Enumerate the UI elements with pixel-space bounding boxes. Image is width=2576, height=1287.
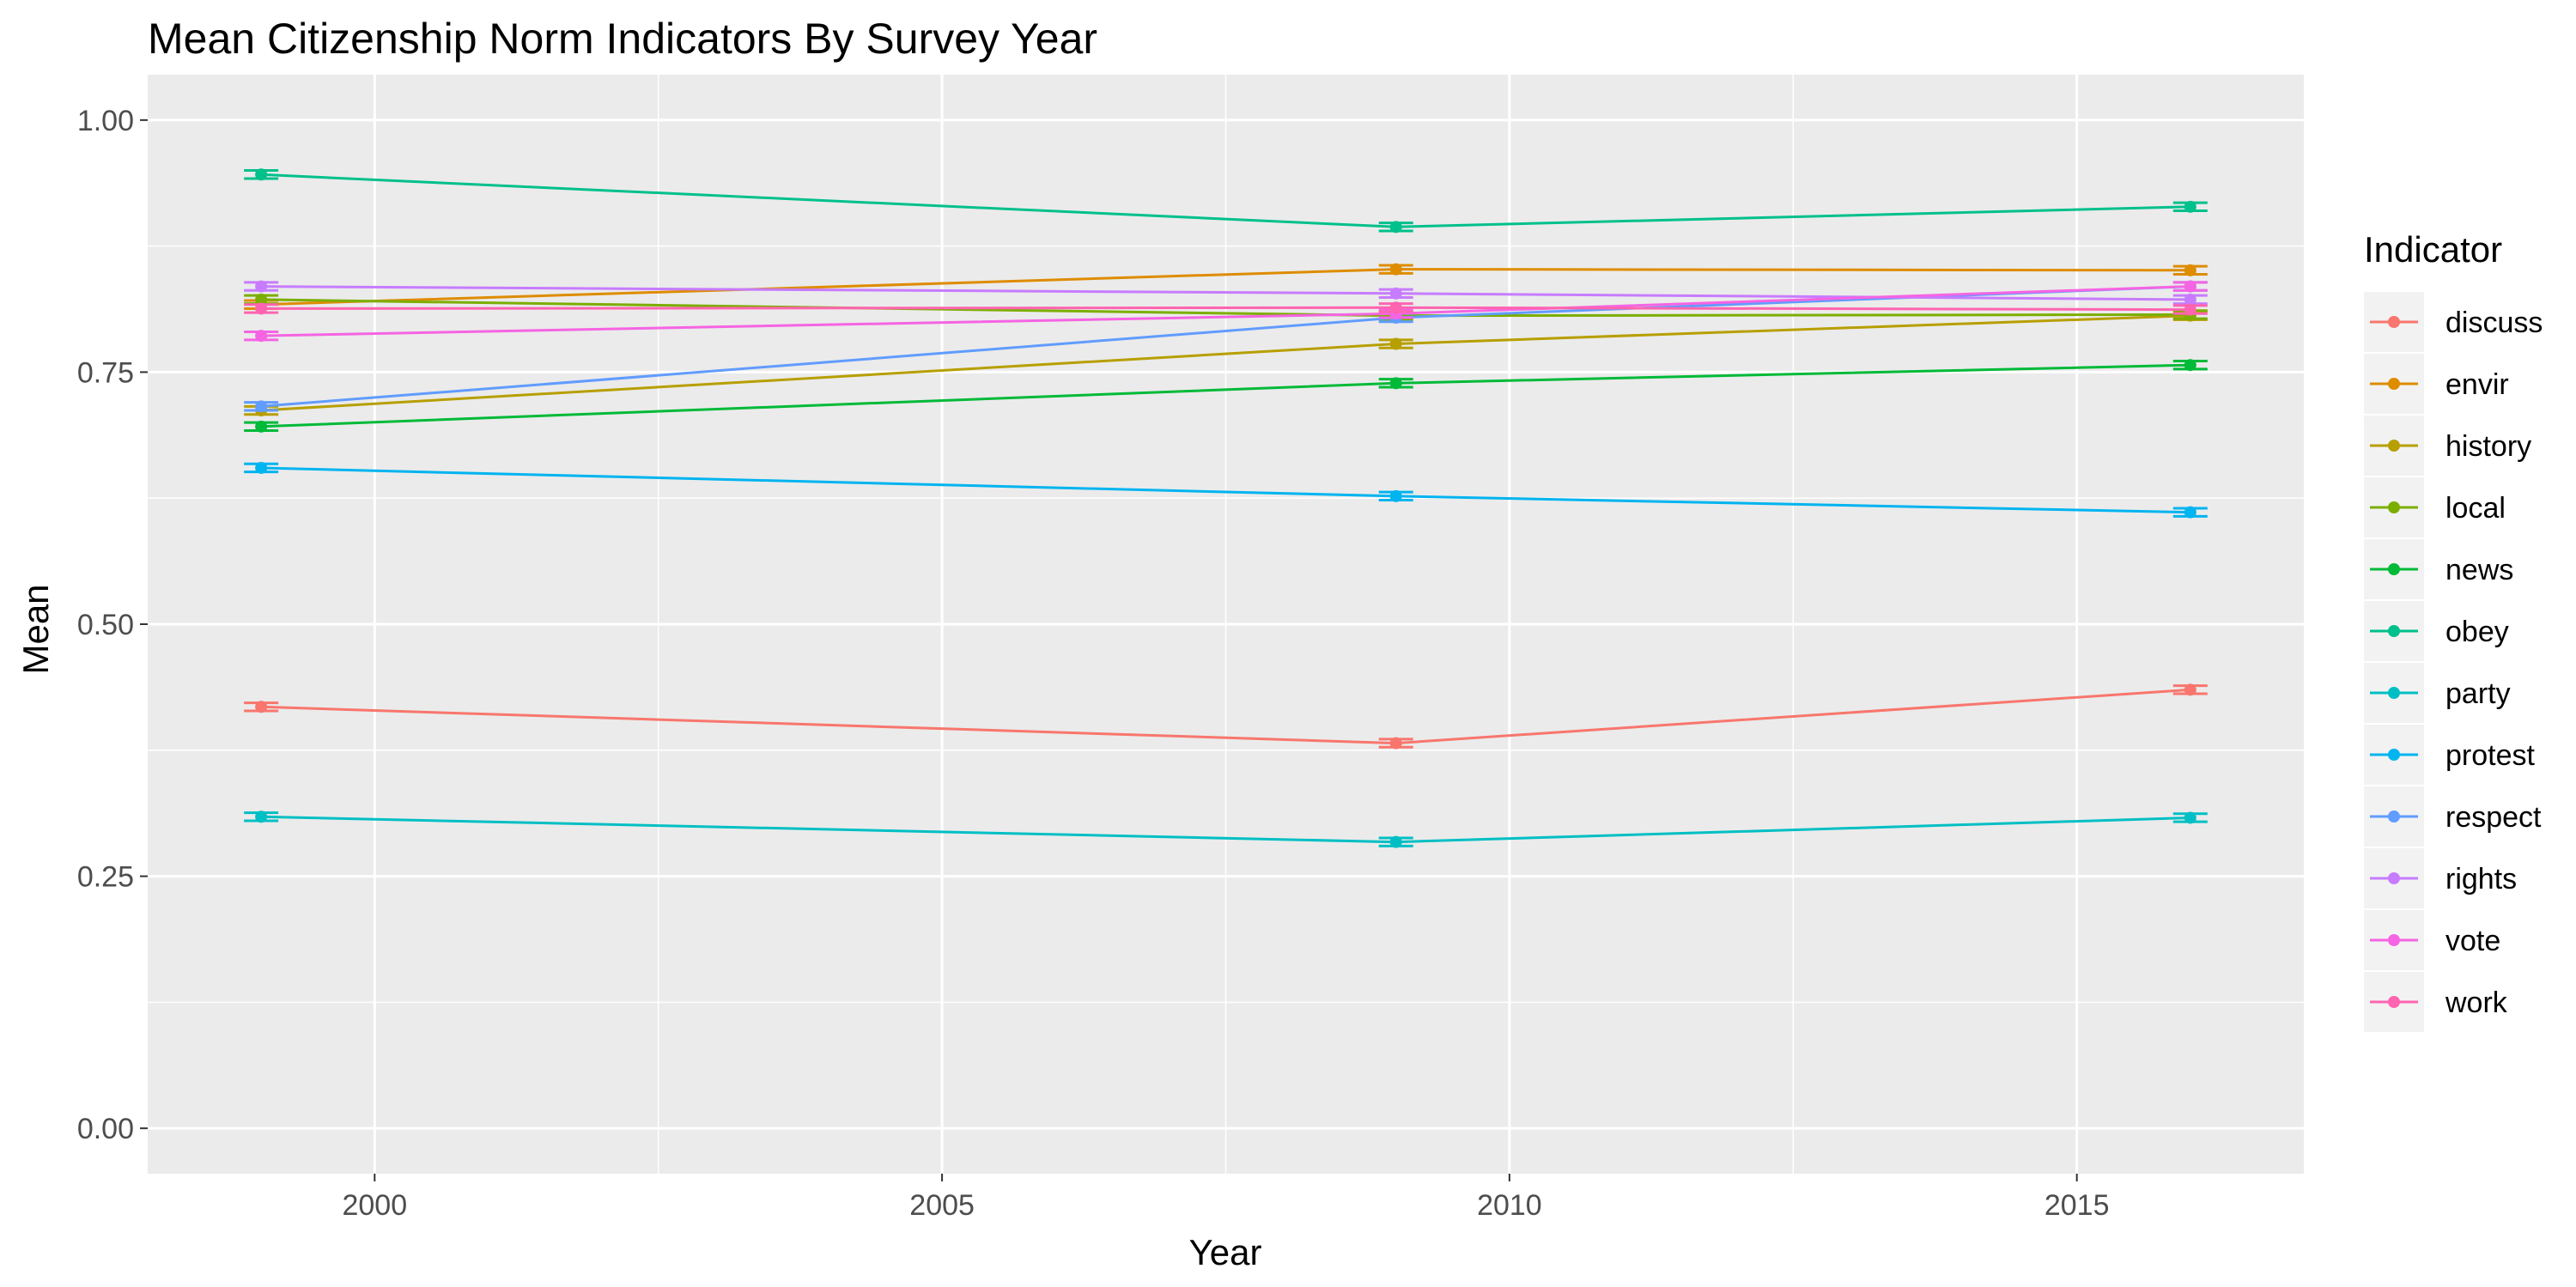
data-point — [1389, 835, 1402, 848]
series-protest — [244, 461, 2208, 519]
legend-key-point — [2388, 440, 2400, 452]
data-point — [2184, 264, 2196, 276]
data-point — [1389, 263, 1402, 276]
data-point — [2184, 683, 2196, 696]
data-point — [1389, 737, 1402, 750]
y-tick-label: 1.00 — [77, 105, 134, 137]
x-tick-label: 2010 — [1477, 1189, 1542, 1222]
legend-label: party — [2445, 677, 2511, 710]
data-point — [2184, 506, 2196, 519]
series-discuss — [244, 683, 2208, 750]
data-point — [255, 420, 268, 433]
legend-key-point — [2388, 996, 2400, 1008]
legend-label: discuss — [2445, 307, 2543, 339]
legend-label: rights — [2445, 863, 2517, 895]
legend-item-local: local — [2364, 477, 2506, 537]
data-point — [1389, 377, 1402, 390]
data-point — [2184, 811, 2196, 824]
legend-item-obey: obey — [2364, 601, 2509, 661]
data-point — [2184, 280, 2196, 293]
y-tick-label: 0.00 — [77, 1113, 134, 1145]
y-tick-label: 0.50 — [77, 609, 134, 641]
legend-item-vote: vote — [2364, 910, 2500, 970]
data-point — [255, 330, 268, 343]
legend-label: news — [2445, 554, 2513, 586]
data-point — [2184, 303, 2196, 316]
series-news — [244, 359, 2208, 433]
legend: Indicator discuss envir history local news ob… — [2364, 229, 2543, 1032]
data-point — [1389, 489, 1402, 502]
x-axis: 2000 2005 2010 2015 — [342, 1174, 2110, 1222]
data-point — [255, 168, 268, 181]
data-point — [255, 302, 268, 315]
legend-key-point — [2388, 563, 2400, 575]
legend-label: work — [2445, 986, 2508, 1019]
legend-key-point — [2388, 934, 2400, 946]
legend-label: protest — [2445, 739, 2535, 772]
data-point — [2184, 200, 2196, 213]
series-obey — [244, 168, 2208, 234]
legend-key-point — [2388, 872, 2400, 884]
legend-key-point — [2388, 810, 2400, 823]
data-point — [1389, 301, 1402, 314]
legend-label: history — [2445, 430, 2531, 463]
series-work — [244, 301, 2208, 316]
data-point — [1389, 337, 1402, 350]
y-axis: 0.00 0.25 0.50 0.75 1.00 — [77, 105, 148, 1145]
y-tick-label: 0.75 — [77, 356, 134, 389]
legend-label: local — [2445, 492, 2506, 525]
legend-key-point — [2388, 749, 2400, 761]
legend-item-work: work — [2364, 972, 2508, 1032]
legend-item-envir: envir — [2364, 354, 2509, 414]
y-tick-label: 0.25 — [77, 861, 134, 894]
y-axis-title: Mean — [15, 584, 56, 674]
legend-item-news: news — [2364, 539, 2513, 599]
data-point — [255, 810, 268, 823]
x-tick-label: 2000 — [342, 1189, 407, 1222]
grid-lines — [148, 75, 2304, 1174]
legend-label: obey — [2445, 616, 2509, 648]
data-point — [255, 701, 268, 713]
series-rights — [244, 280, 2208, 306]
chart-title: Mean Citizenship Norm Indicators By Surv… — [148, 15, 1097, 63]
legend-key-point — [2388, 625, 2400, 637]
series-layer — [244, 168, 2208, 848]
legend-item-respect: respect — [2364, 786, 2542, 847]
data-point — [2184, 359, 2196, 372]
x-tick-label: 2005 — [909, 1189, 975, 1222]
legend-key-point — [2388, 316, 2400, 328]
data-point — [255, 280, 268, 293]
data-point — [1389, 287, 1402, 300]
legend-item-party: party — [2364, 663, 2511, 723]
data-point — [255, 461, 268, 474]
legend-key-point — [2388, 378, 2400, 390]
legend-label: vote — [2445, 925, 2500, 957]
legend-title: Indicator — [2364, 229, 2502, 270]
legend-item-history: history — [2364, 416, 2531, 476]
legend-key-point — [2388, 687, 2400, 699]
series-vote — [244, 280, 2208, 343]
legend-label: envir — [2445, 368, 2509, 401]
x-tick-label: 2015 — [2044, 1189, 2110, 1222]
series-party — [244, 810, 2208, 848]
legend-item-protest: protest — [2364, 725, 2535, 785]
legend-label: respect — [2445, 801, 2542, 834]
legend-key-point — [2388, 501, 2400, 513]
legend-item-discuss: discuss — [2364, 292, 2543, 352]
data-point — [2184, 293, 2196, 306]
data-point — [1389, 221, 1402, 234]
x-axis-title: Year — [1189, 1232, 1262, 1272]
data-point — [255, 293, 268, 306]
legend-item-rights: rights — [2364, 848, 2517, 908]
data-point — [255, 400, 268, 413]
